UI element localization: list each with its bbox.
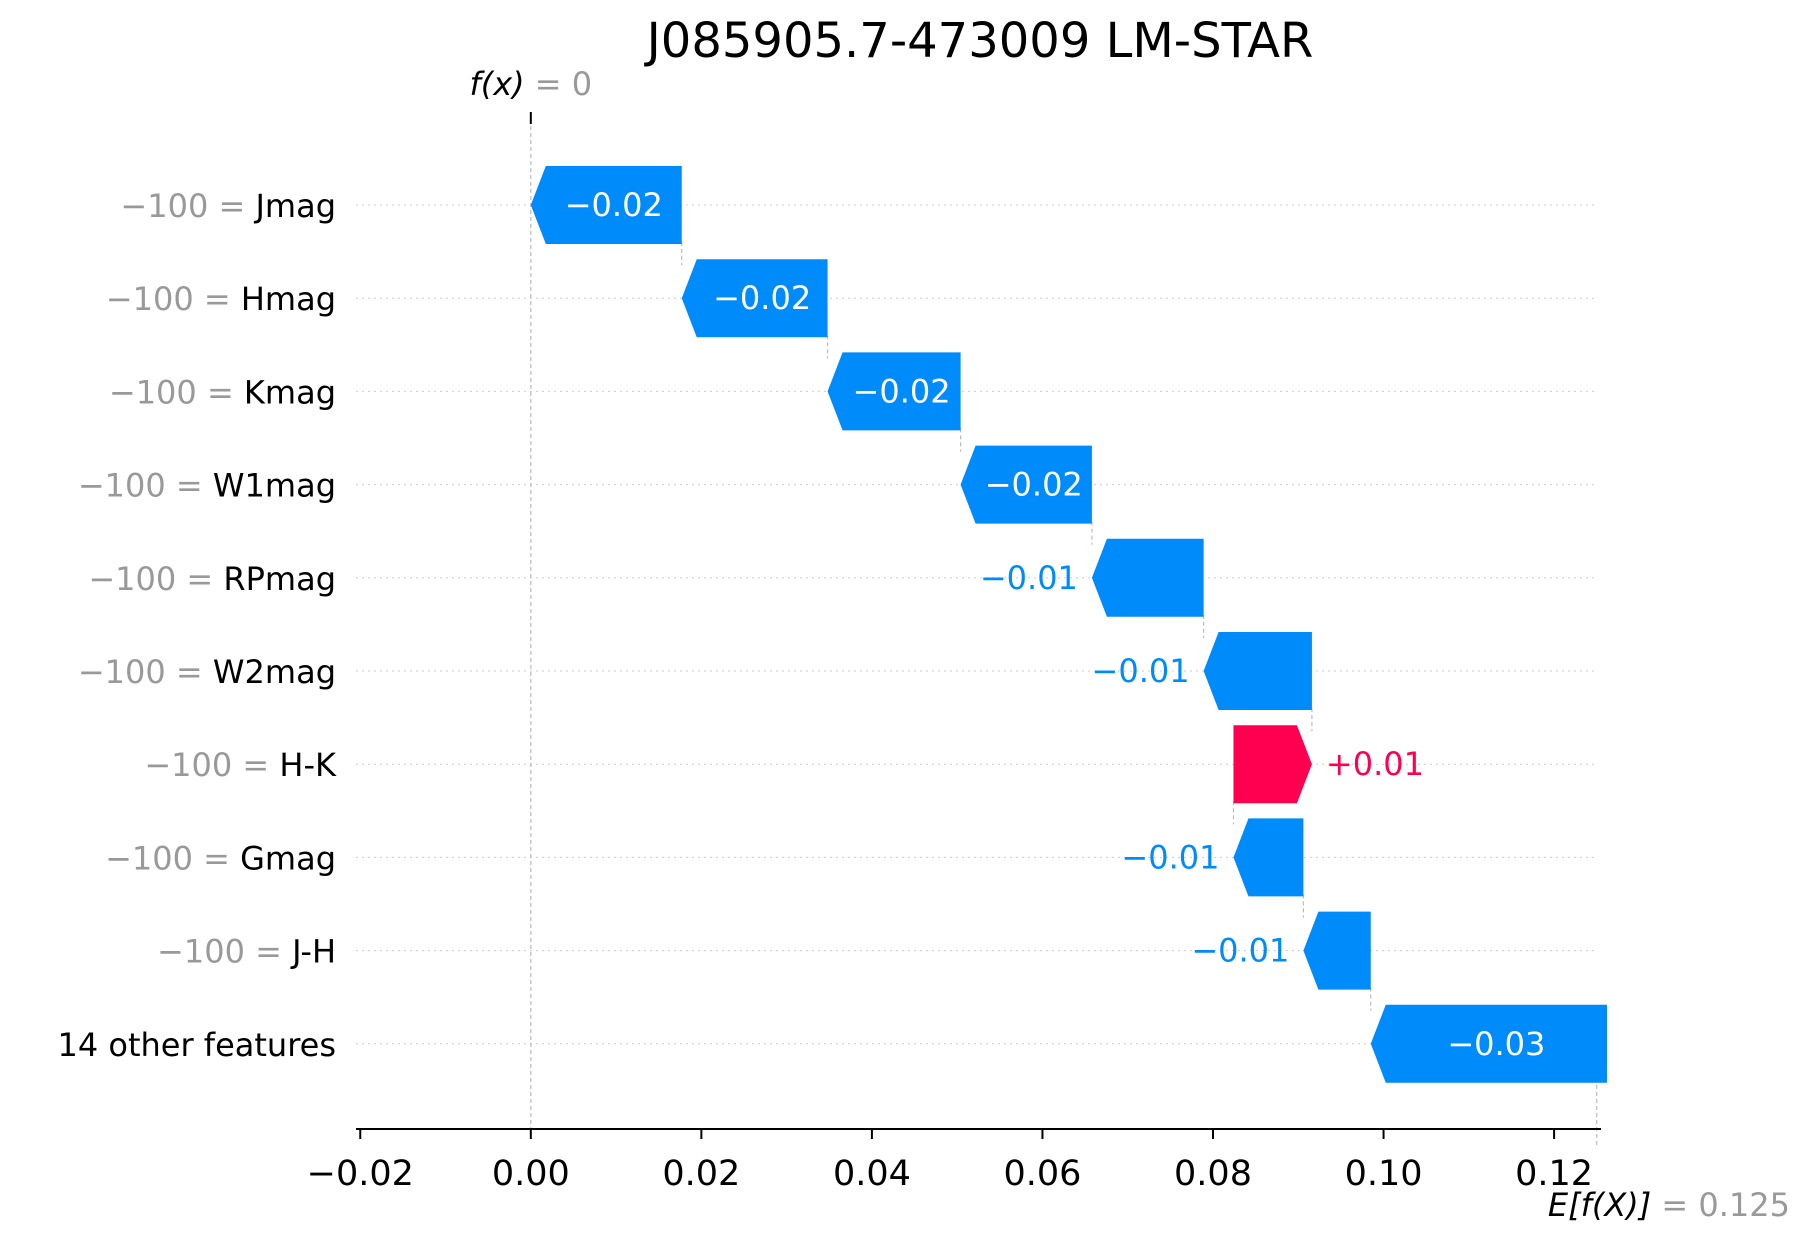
x-tick-label: 0.06 [1003, 1154, 1081, 1194]
efx-label: E[f(X)] [1548, 1186, 1651, 1224]
bar-value-label: −0.02 [565, 186, 663, 224]
bar [1233, 818, 1304, 897]
feature-label: 14 other features [57, 1026, 336, 1064]
feature-name: J-H [290, 933, 336, 971]
feature-value: −100 = [88, 560, 223, 598]
bar [1091, 538, 1204, 617]
bar-value-label: −0.02 [853, 372, 951, 410]
bar [1203, 632, 1312, 710]
expectation-annotations: f(x) = 0 E[f(X)] = 0.125 [469, 65, 1790, 1224]
feature-name: W1mag [213, 467, 336, 505]
x-tick-label: 0.12 [1515, 1154, 1593, 1194]
x-tick-label: −0.02 [307, 1154, 414, 1194]
bar-value-label: −0.02 [985, 466, 1083, 504]
bar-value-label: −0.01 [1092, 652, 1190, 690]
feature-value: −100 = [105, 839, 240, 877]
feature-labels: −100 = Jmag−100 = Hmag−100 = Kmag−100 = … [57, 187, 337, 1064]
feature-name: 14 other features [57, 1026, 336, 1064]
fx-label: f(x) [469, 65, 524, 103]
bar-value-label: −0.01 [980, 559, 1078, 597]
feature-label: −100 = J-H [157, 933, 336, 971]
feature-label: −100 = Jmag [120, 187, 336, 225]
row-gridlines [356, 204, 1598, 1045]
feature-value: −100 = [78, 467, 213, 505]
feature-label: −100 = W1mag [78, 467, 336, 505]
x-tick-label: 0.02 [662, 1154, 740, 1194]
bar [1303, 911, 1371, 990]
feature-value: −100 = [109, 373, 244, 411]
reference-lines [529, 112, 1598, 1148]
feature-value: −100 = [106, 280, 241, 318]
bar [530, 166, 682, 244]
efx-annotation: E[f(X)] = 0.125 [1548, 1186, 1790, 1224]
bar-value-label: +0.01 [1326, 745, 1424, 783]
feature-value: −100 = [144, 746, 279, 784]
bar-value-label: −0.01 [1121, 838, 1219, 876]
bar [1370, 1004, 1607, 1083]
bar [960, 445, 1092, 524]
bar-value-label: −0.02 [713, 279, 811, 317]
feature-label: −100 = Hmag [106, 280, 336, 318]
x-tick-label: 0.08 [1174, 1154, 1252, 1194]
bar-value-label: −0.01 [1191, 932, 1289, 970]
bar [681, 259, 828, 338]
fx-value: = 0 [525, 65, 593, 103]
feature-value: −100 = [78, 653, 213, 691]
x-axis: −0.02 0.00 0.02 0.04 0.06 0.08 0.10 0.12 [307, 1128, 1601, 1194]
contribution-bars: −0.02 −0.02 −0.02 −0.02 −0.01 −0.01 +0.01 −0.01… [530, 166, 1607, 1083]
feature-label: −100 = H-K [144, 746, 337, 784]
feature-value: −100 = [157, 933, 292, 971]
feature-name: H-K [279, 746, 337, 784]
bar [1233, 725, 1312, 804]
feature-name: Gmag [240, 839, 336, 877]
feature-name: RPmag [223, 560, 336, 598]
fx-annotation: f(x) = 0 [469, 65, 592, 103]
feature-name: Kmag [244, 373, 336, 411]
feature-label: −100 = RPmag [88, 560, 336, 598]
feature-name: Hmag [241, 280, 336, 318]
feature-label: −100 = W2mag [78, 653, 336, 691]
x-tick-label: 0.00 [492, 1154, 570, 1194]
bar-value-label: −0.03 [1447, 1025, 1545, 1063]
x-tick-label: 0.04 [833, 1154, 911, 1194]
feature-name: Jmag [253, 187, 336, 225]
efx-value: = 0.125 [1651, 1186, 1790, 1224]
feature-label: −100 = Kmag [109, 373, 336, 411]
bar [827, 352, 961, 431]
x-tick-label: 0.10 [1345, 1154, 1423, 1194]
feature-value: −100 = [120, 187, 255, 225]
feature-name: W2mag [213, 653, 336, 691]
chart-title: J085905.7-473009 LM-STAR [644, 13, 1314, 69]
feature-label: −100 = Gmag [105, 839, 336, 877]
